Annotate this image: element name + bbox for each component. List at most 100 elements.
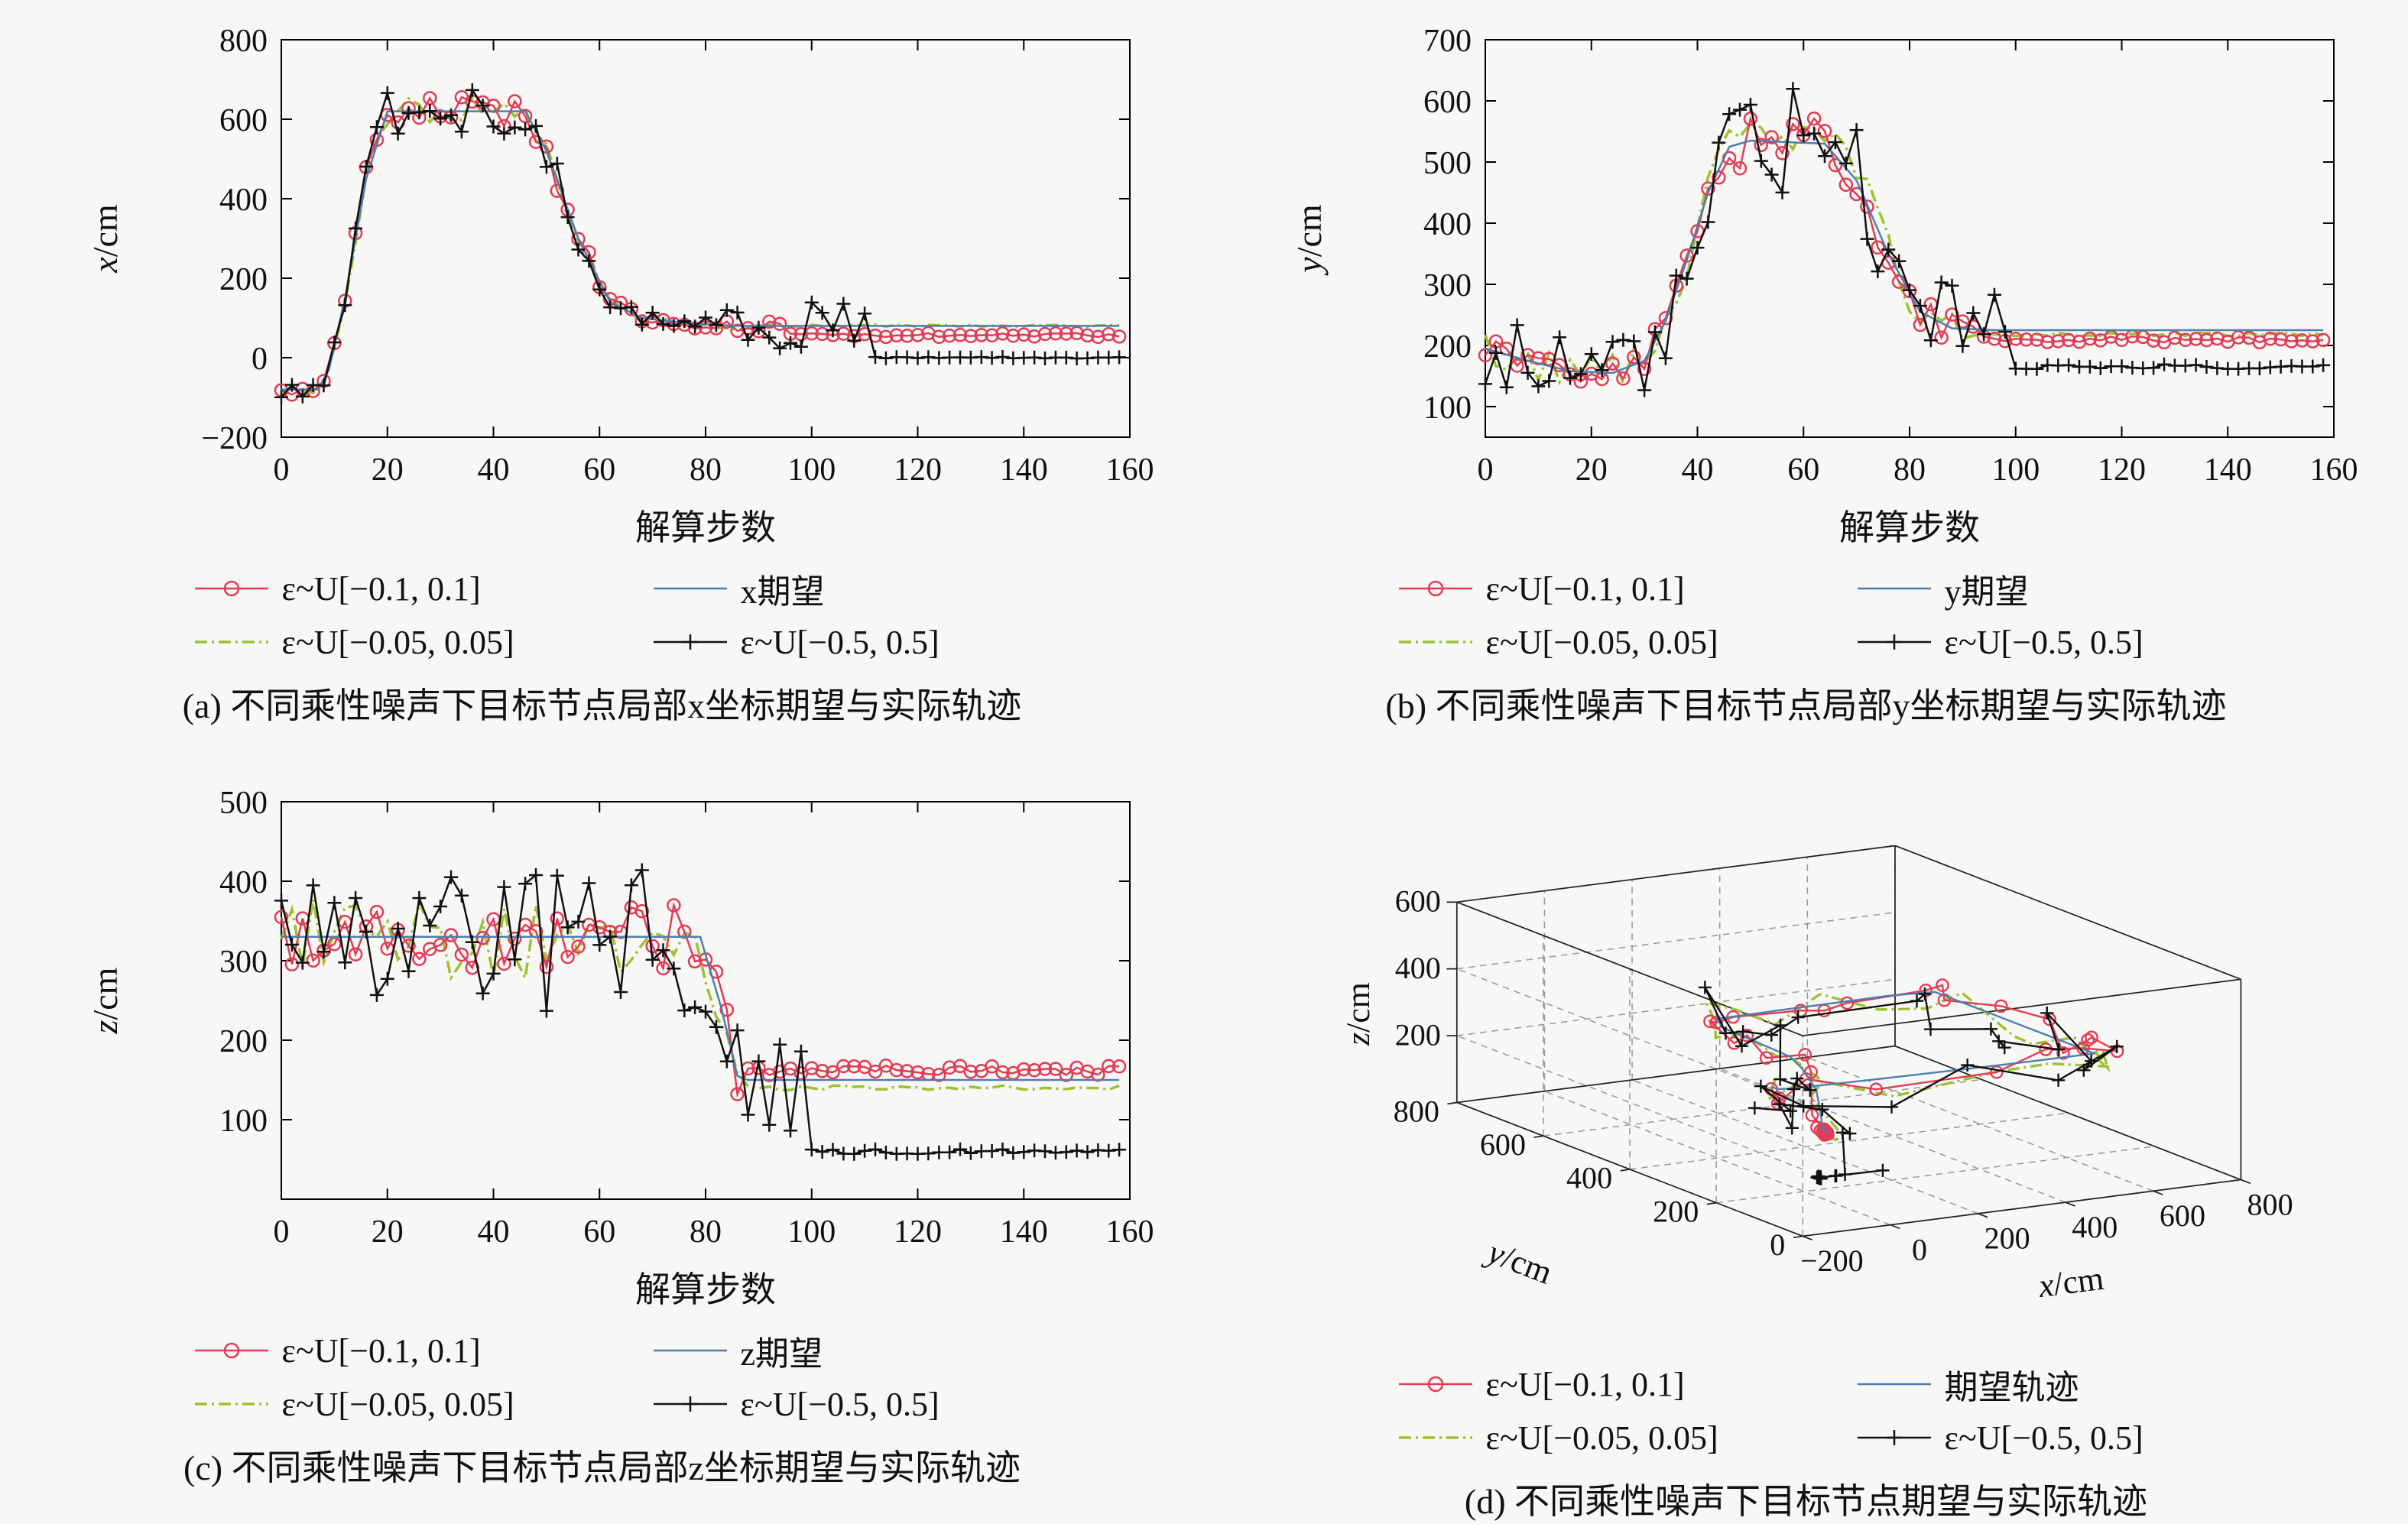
svg-text:0: 0 — [273, 452, 289, 488]
legend-label: ε~U[−0.1, 0.1] — [281, 569, 481, 608]
svg-text:40: 40 — [477, 452, 509, 488]
legend-item: ε~U[−0.1, 0.1] — [193, 568, 652, 609]
svg-text:20: 20 — [371, 452, 403, 488]
svg-text:解算步数: 解算步数 — [1839, 508, 1980, 547]
legend-item: ε~U[−0.05, 0.05] — [1397, 1417, 1856, 1458]
legend-label: ε~U[−0.5, 0.5] — [1944, 623, 2144, 661]
legend-marker-plus-icon — [1857, 1430, 1931, 1445]
svg-text:300: 300 — [219, 945, 268, 980]
svg-text:y/cm: y/cm — [1480, 1233, 1557, 1292]
legend-marker-circle-icon — [1398, 580, 1472, 597]
svg-text:400: 400 — [1423, 207, 1472, 242]
chart-c-legend: ε~U[−0.1, 0.1] z期望 ε~U[−0.05, 0.05] ε~U[−0.… — [193, 1330, 1011, 1425]
svg-text:700: 700 — [1423, 24, 1472, 59]
svg-text:200: 200 — [219, 262, 268, 297]
svg-text:140: 140 — [999, 1214, 1047, 1250]
legend-item: ε~U[−0.1, 0.1] — [1397, 1363, 1856, 1405]
legend-marker-plus-icon — [653, 634, 727, 650]
svg-text:z/cm: z/cm — [1339, 982, 1376, 1046]
svg-text:140: 140 — [2203, 452, 2251, 488]
chart-c-plot: 0 20 40 60 80 100 120 140 160 100 200 300 400 500 解算步数… — [86, 786, 1154, 1309]
subplot-b: 0 20 40 60 80 100 120 140 160 100 200 300 400 500 600 7… — [1204, 0, 2408, 762]
legend-label: 期望轨迹 — [1944, 1369, 2079, 1406]
legend-label: ε~U[−0.05, 0.05] — [281, 1385, 514, 1423]
legend-label: ε~U[−0.1, 0.1] — [1485, 1365, 1685, 1403]
svg-text:80: 80 — [690, 1214, 722, 1250]
legend-marker-line-icon — [1857, 1383, 1931, 1386]
svg-text:解算步数: 解算步数 — [635, 1270, 776, 1309]
legend-marker-line-icon — [653, 1349, 727, 1352]
legend-item: ε~U[−0.05, 0.05] — [1397, 621, 1856, 663]
svg-text:y/cm: y/cm — [1290, 204, 1329, 276]
svg-text:600: 600 — [1479, 1127, 1525, 1162]
legend-label: ε~U[−0.5, 0.5] — [740, 1385, 940, 1423]
svg-text:0: 0 — [1912, 1232, 1927, 1266]
svg-text:600: 600 — [1394, 884, 1440, 919]
subplot-d: −200 0 200 400 600 800 0 200 400 600 800 200 400 600 x… — [1204, 762, 2408, 1524]
svg-text:400: 400 — [2072, 1210, 2118, 1244]
chart-b-caption: (b) 不同乘性噪声下目标节点局部y坐标期望与实际轨迹 — [1385, 686, 2227, 725]
svg-text:120: 120 — [2098, 452, 2146, 488]
svg-text:100: 100 — [787, 452, 836, 488]
legend-item: ε~U[−0.5, 0.5] — [652, 1383, 1011, 1425]
svg-text:60: 60 — [583, 452, 615, 488]
legend-item: ε~U[−0.1, 0.1] — [1397, 568, 1856, 609]
legend-marker-plus-icon — [1857, 634, 1931, 650]
legend-item: ε~U[−0.5, 0.5] — [1856, 1417, 2215, 1458]
chart-a-legend: ε~U[−0.1, 0.1] x期望 ε~U[−0.05, 0.05] ε~U[−0.… — [193, 568, 1011, 663]
svg-text:500: 500 — [219, 786, 268, 821]
svg-text:20: 20 — [371, 1214, 403, 1250]
legend-marker-plus-icon — [653, 1396, 727, 1412]
svg-text:160: 160 — [1105, 1214, 1154, 1250]
chart-d-legend: ε~U[−0.1, 0.1] 期望轨迹 ε~U[−0.05, 0.05] ε~U[−0… — [1397, 1363, 2215, 1458]
legend-item: z期望 — [652, 1330, 1011, 1373]
legend-item: 期望轨迹 — [1856, 1363, 2215, 1406]
legend-marker-dashdot-icon — [1398, 1436, 1472, 1439]
svg-text:200: 200 — [1984, 1221, 2030, 1256]
svg-text:120: 120 — [894, 452, 942, 488]
svg-text:200: 200 — [219, 1024, 268, 1059]
svg-text:20: 20 — [1575, 452, 1607, 488]
chart-a-caption: (a) 不同乘性噪声下目标节点局部x坐标期望与实际轨迹 — [182, 686, 1022, 725]
chart-a-plot: 0 20 40 60 80 100 120 140 160−2000200400600800解算… — [86, 24, 1154, 547]
svg-text:140: 140 — [999, 452, 1047, 488]
chart-c-caption: (c) 不同乘性噪声下目标节点局部z坐标期望与实际轨迹 — [183, 1448, 1021, 1487]
legend-marker-dashdot-icon — [194, 640, 268, 644]
svg-text:60: 60 — [583, 1214, 615, 1250]
svg-text:x/cm: x/cm — [86, 204, 125, 274]
svg-text:400: 400 — [1566, 1161, 1612, 1195]
svg-text:600: 600 — [1423, 85, 1472, 120]
svg-text:800: 800 — [219, 24, 268, 59]
svg-text:160: 160 — [1105, 452, 1154, 488]
legend-marker-line-icon — [1857, 587, 1931, 590]
svg-text:120: 120 — [894, 1214, 942, 1250]
legend-label: ε~U[−0.5, 0.5] — [1944, 1419, 2144, 1457]
legend-item: ε~U[−0.5, 0.5] — [1856, 621, 2215, 663]
svg-text:−200: −200 — [201, 421, 268, 456]
svg-text:800: 800 — [2247, 1187, 2293, 1221]
legend-label: z期望 — [740, 1335, 823, 1373]
svg-text:80: 80 — [690, 452, 722, 488]
legend-label: x期望 — [740, 573, 825, 611]
svg-text:800: 800 — [1393, 1094, 1439, 1128]
svg-text:z/cm: z/cm — [86, 967, 125, 1034]
svg-text:60: 60 — [1787, 452, 1819, 488]
chart-b-plot: 0 20 40 60 80 100 120 140 160 100 200 300 400 500 600 7… — [1290, 24, 2358, 547]
svg-text:400: 400 — [219, 865, 268, 900]
legend-marker-dashdot-icon — [194, 1402, 268, 1406]
chart-d-caption: (d) 不同乘性噪声下目标节点期望与实际轨迹 — [1464, 1482, 2148, 1521]
legend-item: y期望 — [1856, 568, 2215, 611]
legend-label: ε~U[−0.1, 0.1] — [1485, 569, 1685, 608]
legend-marker-circle-icon — [1398, 1376, 1472, 1393]
svg-text:300: 300 — [1423, 268, 1472, 303]
legend-item: ε~U[−0.05, 0.05] — [193, 1383, 652, 1425]
svg-text:200: 200 — [1423, 329, 1472, 365]
svg-text:100: 100 — [1991, 452, 2040, 488]
svg-text:200: 200 — [1394, 1018, 1440, 1052]
svg-text:600: 600 — [2159, 1198, 2205, 1233]
svg-text:x/cm: x/cm — [2036, 1260, 2106, 1305]
legend-label: y期望 — [1944, 573, 2029, 611]
legend-marker-circle-icon — [194, 580, 268, 597]
svg-text:400: 400 — [1394, 951, 1440, 985]
svg-text:0: 0 — [273, 1214, 289, 1250]
